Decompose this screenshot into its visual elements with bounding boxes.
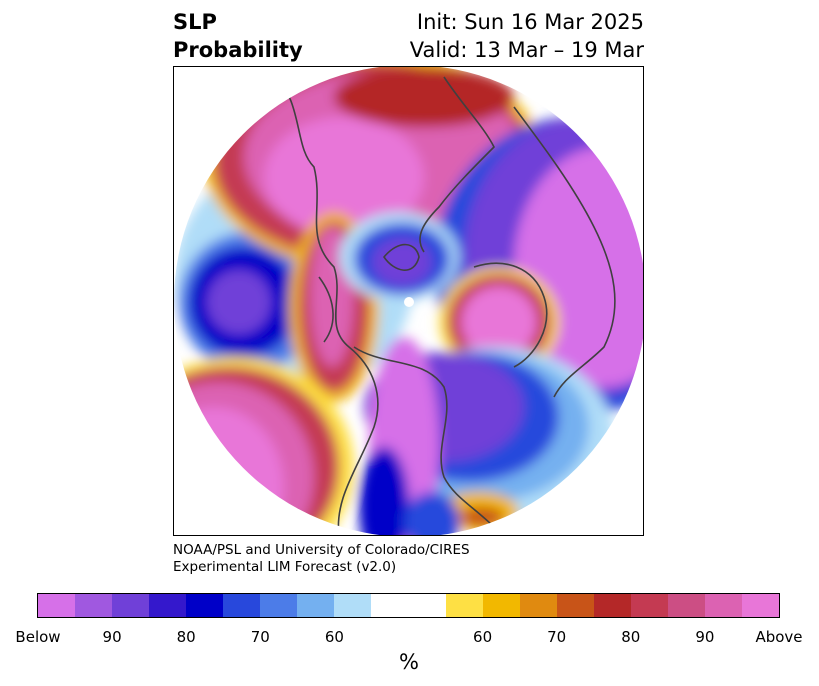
colorbar-tick-label: 70 <box>250 628 270 646</box>
colorbar-segment <box>630 594 668 617</box>
init-date: Init: Sun 16 Mar 2025 <box>416 10 644 34</box>
colorbar-segment <box>260 594 298 617</box>
colorbar-tick-label: 80 <box>176 628 196 646</box>
colorbar-segment <box>334 594 372 617</box>
colorbar-segment <box>75 594 113 617</box>
colorbar-tick-label: 60 <box>473 628 493 646</box>
north-pole-marker <box>404 297 414 307</box>
colorbar-tick-label: 70 <box>547 628 567 646</box>
title-right: Init: Sun 16 Mar 2025 Valid: 13 Mar – 19… <box>410 8 644 64</box>
colorbar-segment <box>741 594 779 617</box>
colorbar-tick-label: Above <box>755 628 803 646</box>
colorbar-segment <box>149 594 187 617</box>
colorbar-tick-label: 60 <box>324 628 344 646</box>
colorbar-tick-label: 80 <box>621 628 641 646</box>
title-variable: SLP <box>173 10 217 34</box>
title-left: SLP Probability <box>173 8 303 64</box>
colorbar-segment <box>371 594 409 617</box>
colorbar-segment <box>593 594 631 617</box>
coastlines <box>273 71 616 535</box>
colorbar-tick-label: 90 <box>695 628 715 646</box>
colorbar-segment <box>519 594 557 617</box>
polar-map <box>174 67 643 535</box>
colorbar-segment <box>297 594 335 617</box>
colorbar-segment <box>482 594 520 617</box>
colorbar-segment <box>112 594 150 617</box>
colorbar-tick-label: Below <box>15 628 61 646</box>
colorbar-unit: % <box>399 650 419 674</box>
colorbar-segment <box>704 594 742 617</box>
colorbar-segment <box>445 594 483 617</box>
valid-range: Valid: 13 Mar – 19 Mar <box>409 38 644 62</box>
colorbar <box>37 593 780 618</box>
credit-line-2: Experimental LIM Forecast (v2.0) <box>173 559 397 575</box>
colorbar-tick-label: 90 <box>102 628 122 646</box>
colorbar-segment <box>408 594 446 617</box>
credit-line-1: NOAA/PSL and University of Colorado/CIRE… <box>173 542 470 558</box>
colorbar-segment <box>186 594 224 617</box>
title-metric: Probability <box>173 38 303 62</box>
colorbar-segment <box>223 594 261 617</box>
colorbar-segment <box>556 594 594 617</box>
credit-text: NOAA/PSL and University of Colorado/CIRE… <box>173 542 470 576</box>
colorbar-segment <box>667 594 705 617</box>
colorbar-segment <box>38 594 76 617</box>
probability-field <box>174 67 643 535</box>
map-panel <box>173 66 644 536</box>
